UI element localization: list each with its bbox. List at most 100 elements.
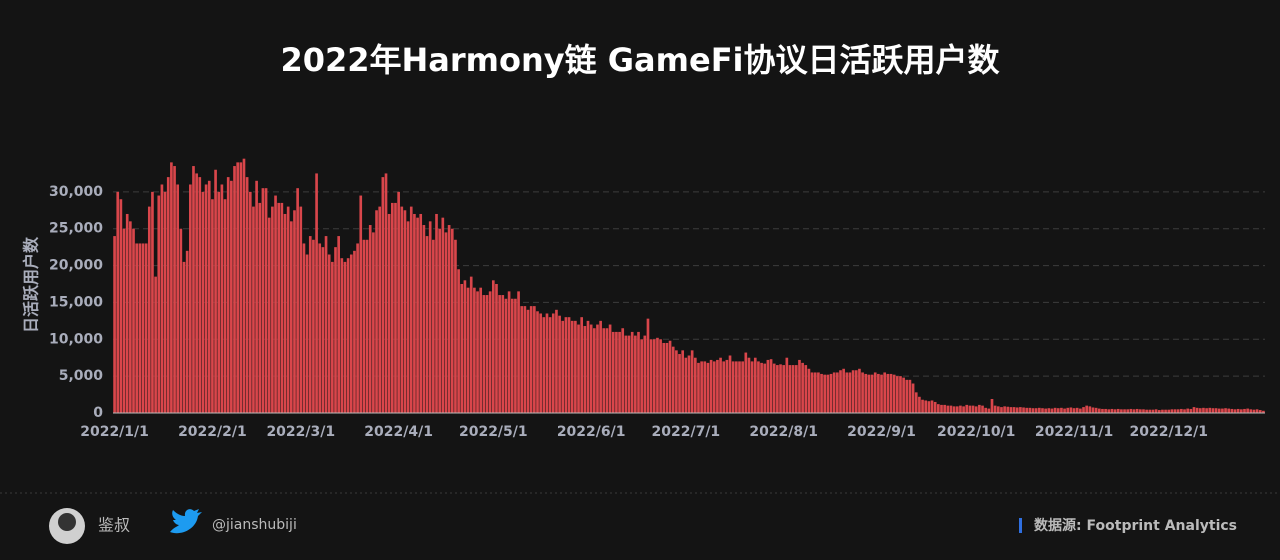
bar bbox=[286, 206, 290, 413]
bar bbox=[498, 295, 501, 413]
y-tick-label: 20,000 bbox=[49, 258, 103, 274]
bar bbox=[772, 363, 776, 413]
bar bbox=[671, 346, 675, 413]
bar bbox=[1151, 409, 1155, 413]
bar bbox=[1022, 407, 1025, 413]
bar bbox=[384, 173, 388, 413]
bar bbox=[555, 309, 558, 413]
bar bbox=[466, 287, 470, 413]
bar bbox=[207, 180, 211, 413]
bar bbox=[529, 306, 533, 413]
bar bbox=[255, 180, 258, 413]
bar bbox=[236, 162, 239, 413]
bar bbox=[220, 184, 224, 413]
bar bbox=[362, 239, 366, 413]
x-tick-label: 2022/2/1 bbox=[178, 424, 247, 440]
bar bbox=[1015, 407, 1019, 413]
chart-title: 2022年Harmony链 GameFi协议日活跃用户数 bbox=[280, 41, 1000, 79]
bar bbox=[608, 324, 612, 413]
bar bbox=[854, 370, 858, 413]
bar bbox=[176, 184, 180, 413]
bar bbox=[1135, 408, 1139, 413]
bar bbox=[1123, 409, 1126, 413]
bar bbox=[1186, 408, 1189, 413]
bar bbox=[905, 379, 909, 413]
bar bbox=[1255, 409, 1259, 413]
bar bbox=[476, 291, 479, 413]
bar bbox=[1243, 408, 1246, 413]
bar bbox=[438, 228, 441, 413]
bar bbox=[413, 213, 416, 413]
avatar-face bbox=[58, 513, 76, 531]
bar bbox=[634, 335, 637, 413]
bar bbox=[485, 295, 489, 413]
bar bbox=[1164, 409, 1167, 413]
bar bbox=[592, 328, 596, 413]
bar bbox=[880, 374, 883, 413]
bar bbox=[709, 359, 713, 413]
bar bbox=[1009, 407, 1013, 413]
bar bbox=[545, 313, 549, 413]
bar bbox=[179, 228, 183, 413]
bar bbox=[700, 361, 703, 413]
bar bbox=[820, 373, 823, 413]
bar bbox=[280, 202, 284, 413]
bar bbox=[842, 368, 845, 413]
bar bbox=[599, 320, 602, 413]
x-tick-label: 2022/11/1 bbox=[1035, 424, 1113, 440]
bar bbox=[185, 250, 189, 413]
bar bbox=[1060, 407, 1063, 413]
bar bbox=[327, 254, 331, 413]
bar bbox=[113, 236, 116, 413]
bar bbox=[334, 247, 337, 413]
bar bbox=[242, 158, 246, 413]
bar bbox=[473, 287, 476, 413]
bar bbox=[886, 373, 890, 413]
bar bbox=[735, 361, 738, 413]
bar bbox=[201, 191, 205, 413]
bar bbox=[1205, 408, 1208, 413]
bar bbox=[1110, 408, 1114, 413]
bar bbox=[877, 373, 880, 413]
bar bbox=[813, 372, 817, 413]
bar bbox=[387, 213, 391, 413]
bar bbox=[198, 177, 202, 413]
bar bbox=[776, 365, 779, 413]
bar bbox=[450, 228, 454, 413]
bar bbox=[406, 221, 410, 413]
bar bbox=[204, 184, 208, 413]
bar bbox=[706, 362, 710, 413]
bar bbox=[151, 191, 154, 413]
bar bbox=[1161, 409, 1164, 413]
bar bbox=[211, 199, 214, 413]
bar bbox=[441, 217, 445, 413]
bar bbox=[1031, 408, 1035, 413]
bar bbox=[157, 195, 161, 413]
bar bbox=[791, 365, 795, 413]
bar bbox=[981, 405, 984, 413]
bar bbox=[665, 342, 669, 413]
bar bbox=[1233, 409, 1237, 413]
bar bbox=[943, 404, 946, 413]
bar bbox=[984, 407, 988, 413]
bar bbox=[331, 261, 334, 413]
bar bbox=[1249, 409, 1253, 413]
bar bbox=[479, 287, 483, 413]
bar bbox=[861, 372, 864, 413]
bar bbox=[1094, 407, 1098, 413]
x-tick-label: 2022/9/1 bbox=[847, 424, 916, 440]
bar bbox=[1148, 409, 1152, 413]
bar bbox=[646, 318, 650, 413]
bar bbox=[353, 250, 356, 413]
bar bbox=[551, 313, 555, 413]
bar bbox=[1034, 408, 1038, 413]
bar bbox=[826, 374, 830, 413]
bar bbox=[1069, 407, 1073, 413]
bar bbox=[1120, 409, 1123, 413]
bar bbox=[359, 195, 363, 413]
bar bbox=[836, 372, 839, 413]
bar bbox=[1113, 409, 1117, 413]
bar bbox=[293, 210, 296, 413]
bar bbox=[959, 405, 962, 413]
bar bbox=[583, 326, 587, 413]
